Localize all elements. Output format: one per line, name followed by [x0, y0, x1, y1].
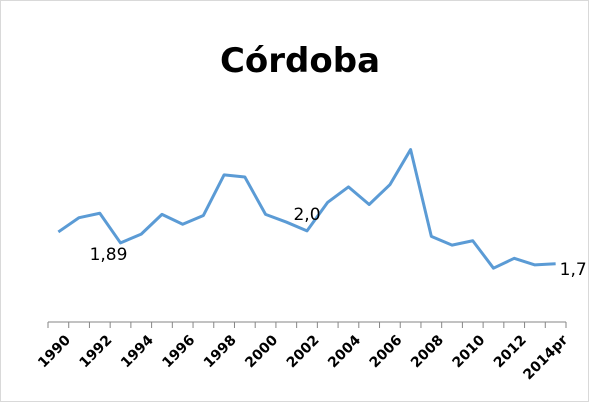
- chart-title: Córdoba: [220, 41, 380, 81]
- data-label: 1,7: [560, 260, 587, 280]
- data-line: [57, 148, 556, 270]
- data-label: 1,89: [90, 245, 128, 265]
- data-label: 2,0: [293, 205, 320, 225]
